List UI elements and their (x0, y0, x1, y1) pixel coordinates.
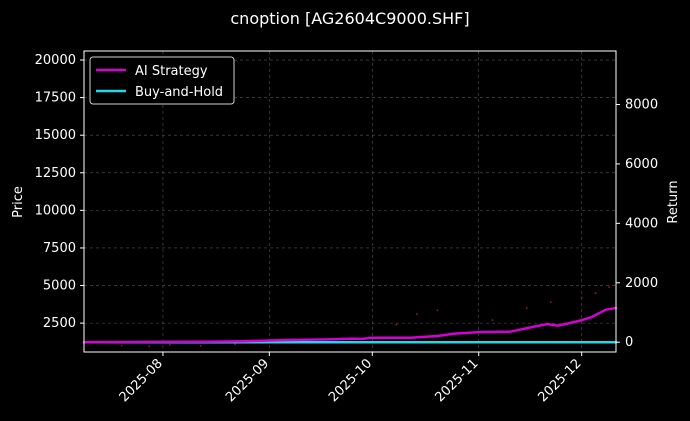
price-point (608, 286, 611, 289)
price-point (120, 344, 123, 347)
y-axis-label-right: Return (666, 180, 681, 223)
price-point (148, 345, 151, 348)
legend: AI Strategy Buy-and-Hold (89, 56, 235, 105)
chart-title: cnoption [AG2604C9000.SHF] (230, 9, 469, 28)
y-tick-label-right: 4000 (625, 216, 658, 231)
y-tick-label-left: 15000 (35, 128, 76, 143)
y-tick-label-left: 17500 (35, 91, 76, 106)
y-axis-left: 2500 5000 7500 10000 12500 15000 17500 20000 (35, 53, 84, 331)
y-tick-label-right: 6000 (625, 157, 658, 172)
legend-label-buy-and-hold: Buy-and-Hold (135, 85, 223, 100)
y-tick-label-left: 10000 (35, 203, 76, 218)
y-tick-label-left: 12500 (35, 166, 76, 181)
y-tick-label-left: 2500 (43, 316, 76, 331)
y-tick-label-right: 8000 (625, 97, 658, 112)
y-tick-label-right: 2000 (625, 276, 658, 291)
price-point (199, 344, 202, 347)
y-tick-label-right: 0 (625, 335, 633, 350)
price-point (594, 292, 597, 295)
y-tick-label-left: 5000 (43, 279, 76, 294)
price-point (549, 301, 552, 304)
price-points (120, 286, 611, 348)
series-line-ai-strategy (82, 306, 618, 344)
price-point (525, 307, 528, 310)
price-point (168, 343, 171, 346)
y-tick-label-left: 7500 (43, 241, 76, 256)
price-point (436, 309, 439, 312)
price-point (491, 319, 494, 322)
legend-label-ai-strategy: AI Strategy (135, 64, 208, 79)
series-lines (82, 306, 618, 344)
price-point (234, 343, 237, 346)
y-axis-right: 0 2000 4000 6000 8000 (616, 97, 658, 350)
y-axis-label-left: Price (11, 186, 26, 218)
price-point (395, 323, 398, 326)
price-point (580, 296, 583, 299)
price-point (415, 313, 418, 316)
plot-frame (83, 50, 617, 353)
y-tick-label-left: 20000 (35, 53, 76, 68)
